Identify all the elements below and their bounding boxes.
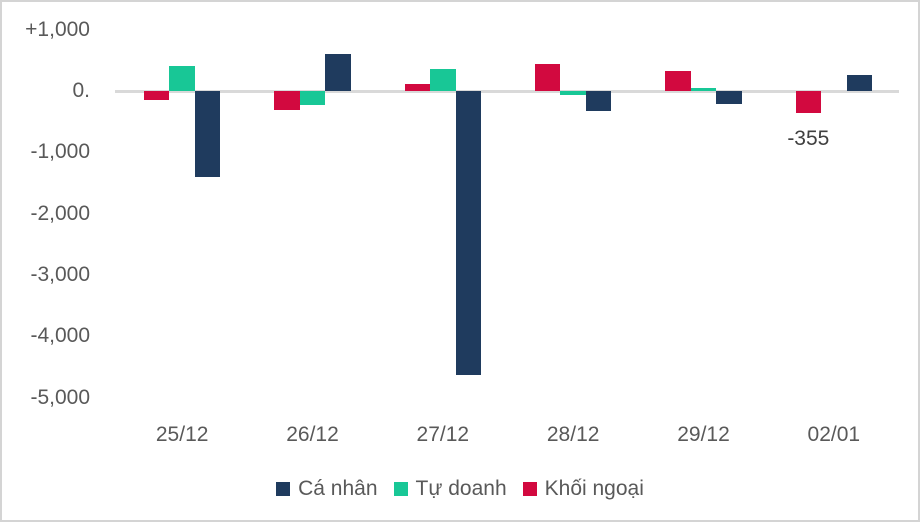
bar-tu-doanh xyxy=(169,65,195,91)
bar-khoi-ngoai xyxy=(404,83,431,91)
y-axis-tick-label: 0. xyxy=(72,79,90,102)
y-axis-tick-label: +1,000 xyxy=(25,17,90,41)
bar-ca-nhan xyxy=(846,75,873,91)
bar-ca-nhan xyxy=(585,91,612,111)
legend-label-tu-doanh: Tự doanh xyxy=(415,477,507,500)
legend-swatch-khoi-ngoai xyxy=(522,482,537,496)
bar-khoi-ngoai xyxy=(665,70,691,91)
bar-khoi-ngoai xyxy=(534,64,561,91)
bar-ca-nhan xyxy=(455,91,482,375)
legend-swatch-tu-doanh xyxy=(393,482,408,496)
bar-ca-nhan xyxy=(716,91,742,104)
legend-swatch-ca-nhan xyxy=(276,482,291,496)
y-axis-tick-label: -3,000 xyxy=(30,262,90,286)
bar-tu-doanh xyxy=(690,87,717,91)
bar-khoi-ngoai xyxy=(795,91,822,113)
bar-ca-nhan xyxy=(194,91,221,177)
x-axis-label: 28/12 xyxy=(546,423,600,446)
legend-label-ca-nhan: Cá nhân xyxy=(298,477,378,500)
bar-khoi-ngoai xyxy=(274,91,300,110)
bar-ca-nhan xyxy=(325,54,351,91)
x-axis-label: 26/12 xyxy=(286,423,339,446)
legend-label-khoi-ngoai: Khối ngoại xyxy=(544,477,644,500)
bar-data-label: -355 xyxy=(787,126,830,150)
bar-tu-doanh xyxy=(560,91,586,95)
legend: Cá nhân Tự doanh Khối ngoại xyxy=(2,475,918,503)
x-axis-label: 27/12 xyxy=(416,423,470,446)
bar-tu-doanh xyxy=(430,68,456,91)
y-axis-tick-label: -2,000 xyxy=(30,201,90,225)
bar-khoi-ngoai xyxy=(143,91,170,100)
legend-item-tu-doanh: Tự doanh xyxy=(393,477,507,501)
x-axis-label: 25/12 xyxy=(155,423,209,446)
legend-item-khoi-ngoai: Khối ngoại xyxy=(522,477,644,501)
y-axis-tick-label: -4,000 xyxy=(30,324,90,348)
legend-item-ca-nhan: Cá nhân xyxy=(276,477,378,501)
zero-axis-line xyxy=(115,89,899,93)
y-axis-tick-label: -5,000 xyxy=(30,385,90,409)
bar-tu-doanh xyxy=(299,91,326,106)
x-axis-label: 29/12 xyxy=(677,423,730,446)
x-axis-label: 02/01 xyxy=(807,423,861,446)
y-axis-tick-label: -1,000 xyxy=(30,140,90,164)
